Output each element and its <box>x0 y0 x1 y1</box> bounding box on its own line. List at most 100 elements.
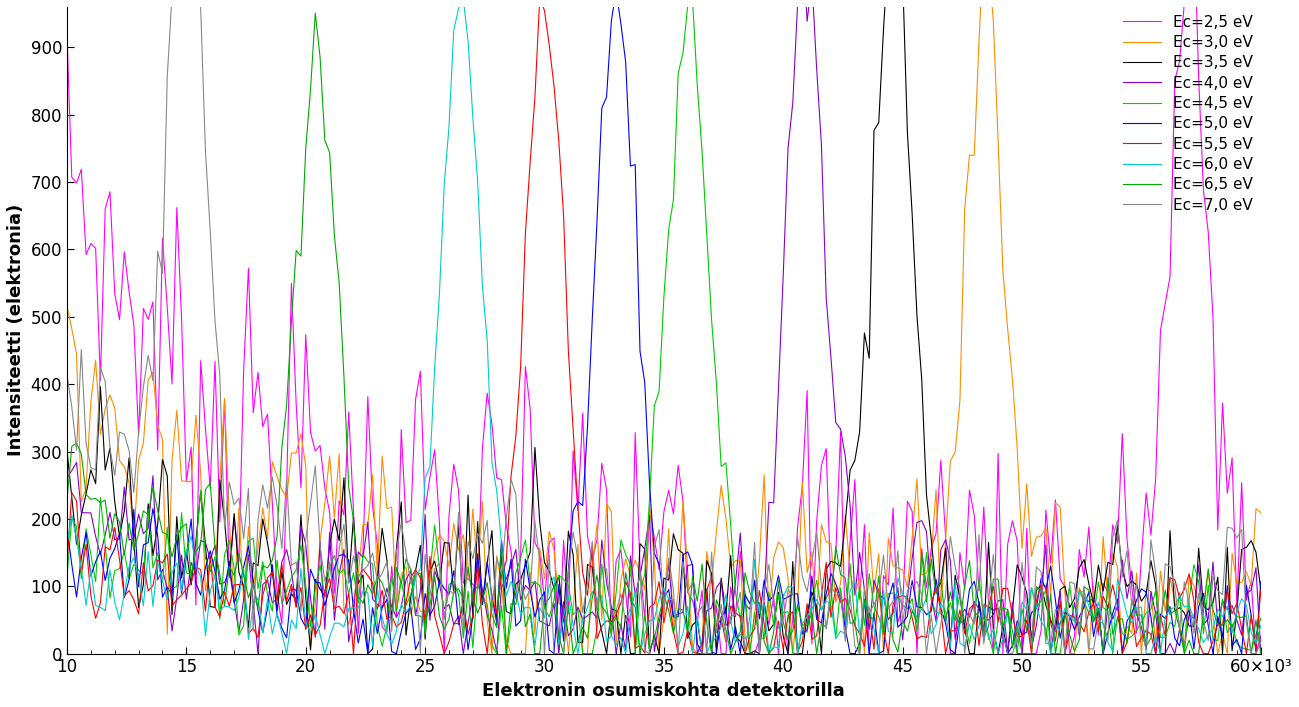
Ec=2,5 eV <box>1254 632 1269 641</box>
Ec=5,5 eV <box>876 626 891 635</box>
Y-axis label: Intensiteetti (elektronia): Intensiteetti (elektronia) <box>6 204 25 457</box>
Ec=4,0 eV <box>60 474 75 482</box>
Ec=7,0 eV <box>413 650 429 658</box>
Ec=2,5 eV <box>961 486 977 494</box>
Ec=3,0 eV <box>60 302 75 310</box>
Ec=6,0 eV <box>613 633 629 642</box>
Ec=7,0 eV <box>60 370 75 379</box>
Ec=6,5 eV <box>776 618 791 626</box>
Ec=6,0 eV <box>456 0 472 4</box>
Ec=3,0 eV <box>485 650 500 658</box>
Ec=4,0 eV <box>608 650 624 658</box>
Ec=7,0 eV <box>790 533 805 542</box>
Ec=7,0 eV <box>1254 638 1269 647</box>
X-axis label: Elektronin osumiskohta detektorilla: Elektronin osumiskohta detektorilla <box>482 682 846 700</box>
Ec=2,5 eV <box>870 650 886 658</box>
Ec=5,0 eV <box>60 524 75 532</box>
Ec=4,0 eV <box>1254 647 1269 655</box>
Line: Ec=5,5 eV: Ec=5,5 eV <box>68 0 1261 654</box>
Ec=3,5 eV <box>785 557 800 566</box>
Ec=4,5 eV <box>1254 614 1269 623</box>
Ec=6,0 eV <box>776 592 791 601</box>
Ec=4,0 eV <box>531 617 547 625</box>
Ec=4,5 eV <box>608 588 624 597</box>
Ec=6,5 eV <box>876 626 891 635</box>
Ec=4,5 eV <box>966 612 982 621</box>
Ec=5,0 eV <box>360 650 375 658</box>
Ec=6,0 eV <box>1254 621 1269 630</box>
Ec=3,5 eV <box>360 650 375 658</box>
Line: Ec=3,5 eV: Ec=3,5 eV <box>68 0 1261 654</box>
Ec=3,0 eV <box>1254 508 1269 517</box>
Line: Ec=6,0 eV: Ec=6,0 eV <box>68 0 1261 654</box>
Ec=6,5 eV <box>499 650 514 658</box>
Ec=6,5 eV <box>60 496 75 505</box>
Ec=5,5 eV <box>536 6 552 15</box>
Ec=7,0 eV <box>776 614 791 623</box>
Ec=6,5 eV <box>790 601 805 609</box>
Ec=5,5 eV <box>346 650 361 658</box>
Ec=2,5 eV <box>531 548 547 556</box>
Line: Ec=6,5 eV: Ec=6,5 eV <box>68 13 1261 654</box>
Ec=2,5 eV <box>436 650 452 658</box>
Ec=2,5 eV <box>770 650 786 658</box>
Ec=6,0 eV <box>279 650 295 658</box>
Ec=5,5 eV <box>966 600 982 608</box>
Ec=6,0 eV <box>536 614 552 622</box>
Ec=5,5 eV <box>790 648 805 657</box>
Ec=4,0 eV <box>770 385 786 394</box>
Ec=6,5 eV <box>1254 650 1269 658</box>
Ec=2,5 eV <box>60 30 75 38</box>
Ec=3,5 eV <box>966 650 982 658</box>
Ec=3,5 eV <box>770 588 786 597</box>
Ec=6,5 eV <box>613 624 629 632</box>
Ec=5,0 eV <box>876 647 891 655</box>
Ec=3,0 eV <box>531 544 547 552</box>
Ec=3,5 eV <box>531 518 547 526</box>
Ec=5,5 eV <box>613 599 629 607</box>
Ec=4,0 eV <box>876 593 891 602</box>
Ec=5,5 eV <box>60 560 75 568</box>
Ec=5,0 eV <box>531 595 547 604</box>
Ec=3,0 eV <box>961 151 977 159</box>
Ec=4,5 eV <box>776 609 791 617</box>
Ec=5,0 eV <box>1254 578 1269 586</box>
Ec=6,0 eV <box>966 636 982 644</box>
Ec=7,0 eV <box>876 551 891 559</box>
Ec=4,5 eV <box>685 0 700 4</box>
Ec=7,0 eV <box>966 620 982 629</box>
Ec=4,5 eV <box>488 650 504 658</box>
Legend: Ec=2,5 eV, Ec=3,0 eV, Ec=3,5 eV, Ec=4,0 eV, Ec=4,5 eV, Ec=5,0 eV, Ec=5,5 eV, Ec=: Ec=2,5 eV, Ec=3,0 eV, Ec=3,5 eV, Ec=4,0 … <box>1122 15 1254 213</box>
Ec=5,5 eV <box>1254 585 1269 594</box>
Line: Ec=3,0 eV: Ec=3,0 eV <box>68 0 1261 654</box>
Ec=4,5 eV <box>790 650 805 658</box>
Ec=3,0 eV <box>608 640 624 648</box>
Ec=4,5 eV <box>60 573 75 581</box>
Ec=2,5 eV <box>608 556 624 565</box>
Ec=3,5 eV <box>608 607 624 615</box>
Ec=2,5 eV <box>785 616 800 624</box>
Ec=7,0 eV <box>536 650 552 658</box>
Ec=6,0 eV <box>876 585 891 594</box>
Ec=3,5 eV <box>870 118 886 127</box>
Line: Ec=5,0 eV: Ec=5,0 eV <box>68 0 1261 654</box>
Ec=3,5 eV <box>60 446 75 455</box>
Ec=5,5 eV <box>531 0 547 2</box>
Ec=3,0 eV <box>785 650 800 658</box>
Ec=5,0 eV <box>966 577 982 585</box>
Ec=3,0 eV <box>770 538 786 547</box>
Ec=7,0 eV <box>613 590 629 598</box>
Ec=5,0 eV <box>776 595 791 604</box>
Line: Ec=4,0 eV: Ec=4,0 eV <box>68 0 1261 654</box>
Ec=4,0 eV <box>251 650 266 658</box>
Ec=4,0 eV <box>966 597 982 606</box>
Line: Ec=2,5 eV: Ec=2,5 eV <box>68 0 1261 654</box>
Ec=4,5 eV <box>876 631 891 639</box>
Ec=6,0 eV <box>60 541 75 549</box>
Ec=6,5 eV <box>536 600 552 608</box>
Ec=3,5 eV <box>1254 585 1269 593</box>
Ec=5,0 eV <box>790 590 805 598</box>
Ec=4,0 eV <box>785 98 800 107</box>
Ec=3,0 eV <box>870 549 886 558</box>
Ec=6,5 eV <box>308 9 323 18</box>
